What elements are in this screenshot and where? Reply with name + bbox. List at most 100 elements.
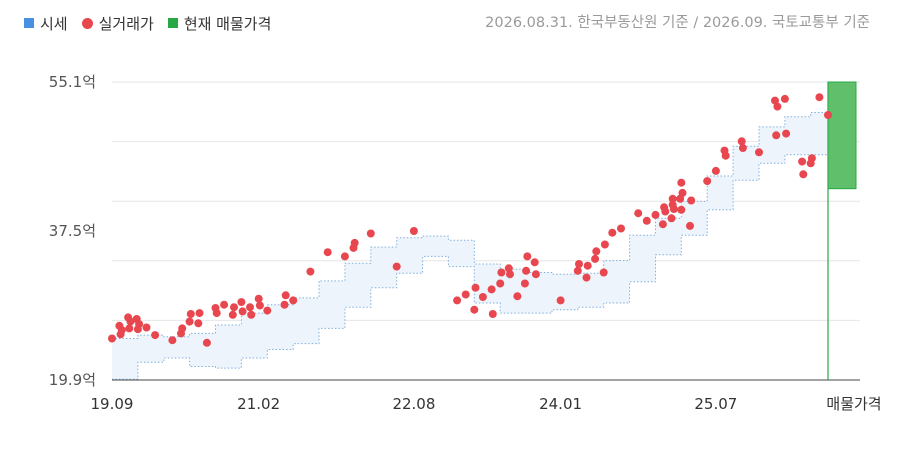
trade-point <box>668 194 677 203</box>
trade-point <box>237 298 246 307</box>
legend-item-trades[interactable]: 실거래가 <box>81 13 154 34</box>
trade-point <box>600 240 609 249</box>
trade-point <box>575 260 583 268</box>
trade-point <box>453 296 462 305</box>
trade-point <box>506 270 514 279</box>
trade-point <box>220 300 229 309</box>
trade-point <box>497 268 506 277</box>
trade-point <box>409 227 418 235</box>
trade-point <box>280 300 289 309</box>
legend-swatch-listing <box>167 18 178 28</box>
trade-point <box>772 131 781 140</box>
trade-point <box>642 216 651 225</box>
trade-point <box>522 266 531 275</box>
price-band <box>112 112 829 380</box>
trade-point <box>281 291 290 300</box>
trade-point <box>461 290 470 299</box>
trade-point <box>306 267 315 276</box>
trade-point <box>780 94 789 103</box>
trade-point <box>212 309 221 318</box>
trade-point <box>513 292 522 301</box>
trade-point <box>677 205 686 214</box>
trade-point <box>530 258 539 267</box>
listing-range <box>827 81 857 380</box>
trade-point <box>202 338 211 347</box>
legend-label-trades: 실거래가 <box>98 14 154 33</box>
trade-point <box>592 247 601 256</box>
x-tick-label: 24.01 <box>539 395 582 413</box>
trade-point <box>470 305 479 314</box>
trade-point <box>799 170 808 179</box>
trade-point <box>228 310 237 319</box>
trade-point <box>350 238 359 247</box>
trade-point <box>658 220 667 229</box>
y-tick-label: 19.9억 <box>49 371 96 389</box>
x-tick-label: 22.08 <box>392 395 435 413</box>
trade-point <box>668 200 677 209</box>
trade-point <box>496 279 505 288</box>
trade-point <box>488 310 497 318</box>
trade-point <box>815 93 824 102</box>
trade-point <box>230 303 238 312</box>
trade-point <box>263 306 272 315</box>
trade-point <box>651 210 660 219</box>
trade-point <box>824 111 832 119</box>
trade-point <box>667 214 676 223</box>
source-note: 2026.08.31. 한국부동산원 기준 / 2026.09. 국토교통부 기… <box>485 15 870 31</box>
trade-point <box>247 310 256 319</box>
trade-point <box>676 194 685 203</box>
trade-point <box>773 102 782 111</box>
trade-point <box>703 177 712 186</box>
legend-label-listing: 현재 매물가격 <box>183 14 272 33</box>
x-tick-label: 21.02 <box>237 395 280 413</box>
trade-point <box>608 228 617 237</box>
trade-point <box>520 279 529 288</box>
trade-point <box>115 321 124 330</box>
trade-point <box>582 273 591 282</box>
trade-point <box>634 209 643 218</box>
legend-label-price: 시세 <box>40 14 68 33</box>
trade-point <box>478 293 487 301</box>
trade-point <box>523 252 532 261</box>
trade-point <box>238 307 247 316</box>
trade-point <box>573 266 582 275</box>
trade-point <box>798 157 807 166</box>
trade-point <box>178 324 187 333</box>
trade-point <box>737 137 746 146</box>
legend-swatch-trades <box>81 17 93 29</box>
trade-point <box>738 144 747 152</box>
listing-axis-label: 매물가격 <box>826 395 881 413</box>
trade-point <box>782 129 791 138</box>
price-band-upper <box>112 112 829 339</box>
trade-point <box>583 261 592 270</box>
legend-swatch-price <box>24 18 34 28</box>
trade-point <box>289 296 298 305</box>
trade-points <box>108 93 832 347</box>
trade-point <box>392 262 401 271</box>
y-tick-label: 55.1억 <box>49 73 96 91</box>
trade-point <box>255 301 264 310</box>
trade-point <box>487 285 496 294</box>
trade-point <box>195 309 204 318</box>
trade-point <box>771 96 779 105</box>
price-band-area <box>112 112 828 380</box>
legend-item-price[interactable]: 시세 <box>24 13 68 34</box>
x-tick-label: 25.07 <box>694 395 737 413</box>
trade-point <box>366 229 375 238</box>
trade-point <box>617 224 625 233</box>
trade-point <box>556 296 565 305</box>
trade-point <box>108 334 116 343</box>
legend-item-listing[interactable]: 현재 매물가격 <box>167 13 272 34</box>
trade-point <box>132 315 141 323</box>
trade-point <box>687 196 696 205</box>
trade-point <box>591 254 600 263</box>
axis-labels: 55.1억 37.5억 19.9억 19.09 21.02 22.08 24.01 25.07… <box>49 73 882 413</box>
trade-point <box>721 151 730 160</box>
trade-point <box>755 148 763 157</box>
trade-point <box>323 248 332 257</box>
trade-point <box>471 283 480 292</box>
trade-point <box>185 317 194 326</box>
listing-bar <box>827 81 857 190</box>
trade-point <box>124 313 133 322</box>
trade-point <box>677 178 686 187</box>
